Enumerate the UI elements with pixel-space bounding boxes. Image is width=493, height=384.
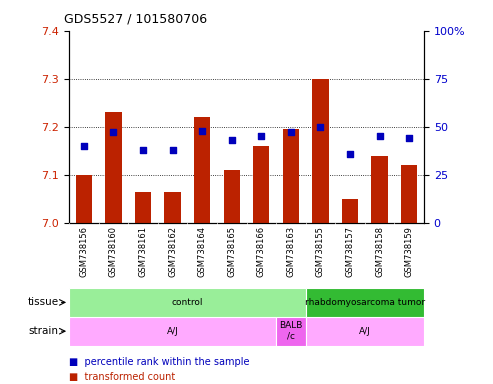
Point bbox=[139, 147, 147, 153]
Text: GSM738161: GSM738161 bbox=[139, 226, 147, 277]
Point bbox=[376, 133, 384, 139]
Text: control: control bbox=[172, 298, 203, 307]
Point bbox=[346, 151, 354, 157]
Bar bbox=[401, 165, 417, 223]
Text: strain: strain bbox=[29, 326, 58, 336]
Bar bbox=[372, 156, 387, 223]
Bar bbox=[306, 288, 424, 317]
Text: GSM738158: GSM738158 bbox=[375, 226, 384, 277]
Text: GSM738160: GSM738160 bbox=[109, 226, 118, 277]
Bar bbox=[283, 129, 299, 223]
Point bbox=[109, 129, 117, 136]
Text: GSM738162: GSM738162 bbox=[168, 226, 177, 277]
Point bbox=[287, 129, 295, 136]
Bar bbox=[165, 192, 181, 223]
Bar bbox=[306, 317, 424, 346]
Bar bbox=[106, 113, 122, 223]
Bar bbox=[69, 317, 276, 346]
Bar bbox=[313, 79, 329, 223]
Point bbox=[169, 147, 176, 153]
Text: ■  transformed count: ■ transformed count bbox=[69, 372, 176, 382]
Point bbox=[198, 127, 206, 134]
Text: GSM738159: GSM738159 bbox=[405, 226, 414, 277]
Point bbox=[80, 143, 88, 149]
Bar bbox=[69, 288, 306, 317]
Bar bbox=[135, 192, 151, 223]
Bar bbox=[276, 317, 306, 346]
Text: GSM738166: GSM738166 bbox=[257, 226, 266, 277]
Text: tissue: tissue bbox=[27, 297, 58, 308]
Text: A/J: A/J bbox=[167, 327, 178, 336]
Text: GSM738156: GSM738156 bbox=[79, 226, 88, 277]
Text: rhabdomyosarcoma tumor: rhabdomyosarcoma tumor bbox=[305, 298, 425, 307]
Text: GSM738163: GSM738163 bbox=[286, 226, 295, 277]
Point bbox=[257, 133, 265, 139]
Text: GDS5527 / 101580706: GDS5527 / 101580706 bbox=[64, 13, 207, 25]
Text: GSM738164: GSM738164 bbox=[198, 226, 207, 277]
Text: ■  percentile rank within the sample: ■ percentile rank within the sample bbox=[69, 357, 249, 367]
Bar bbox=[76, 175, 92, 223]
Bar bbox=[194, 117, 211, 223]
Point bbox=[228, 137, 236, 143]
Text: GSM738155: GSM738155 bbox=[316, 226, 325, 277]
Text: GSM738157: GSM738157 bbox=[346, 226, 354, 277]
Point bbox=[405, 135, 413, 141]
Point bbox=[317, 124, 324, 130]
Text: BALB
/c: BALB /c bbox=[279, 321, 303, 341]
Text: A/J: A/J bbox=[359, 327, 371, 336]
Bar bbox=[224, 170, 240, 223]
Text: GSM738165: GSM738165 bbox=[227, 226, 236, 277]
Bar bbox=[253, 146, 269, 223]
Bar bbox=[342, 199, 358, 223]
